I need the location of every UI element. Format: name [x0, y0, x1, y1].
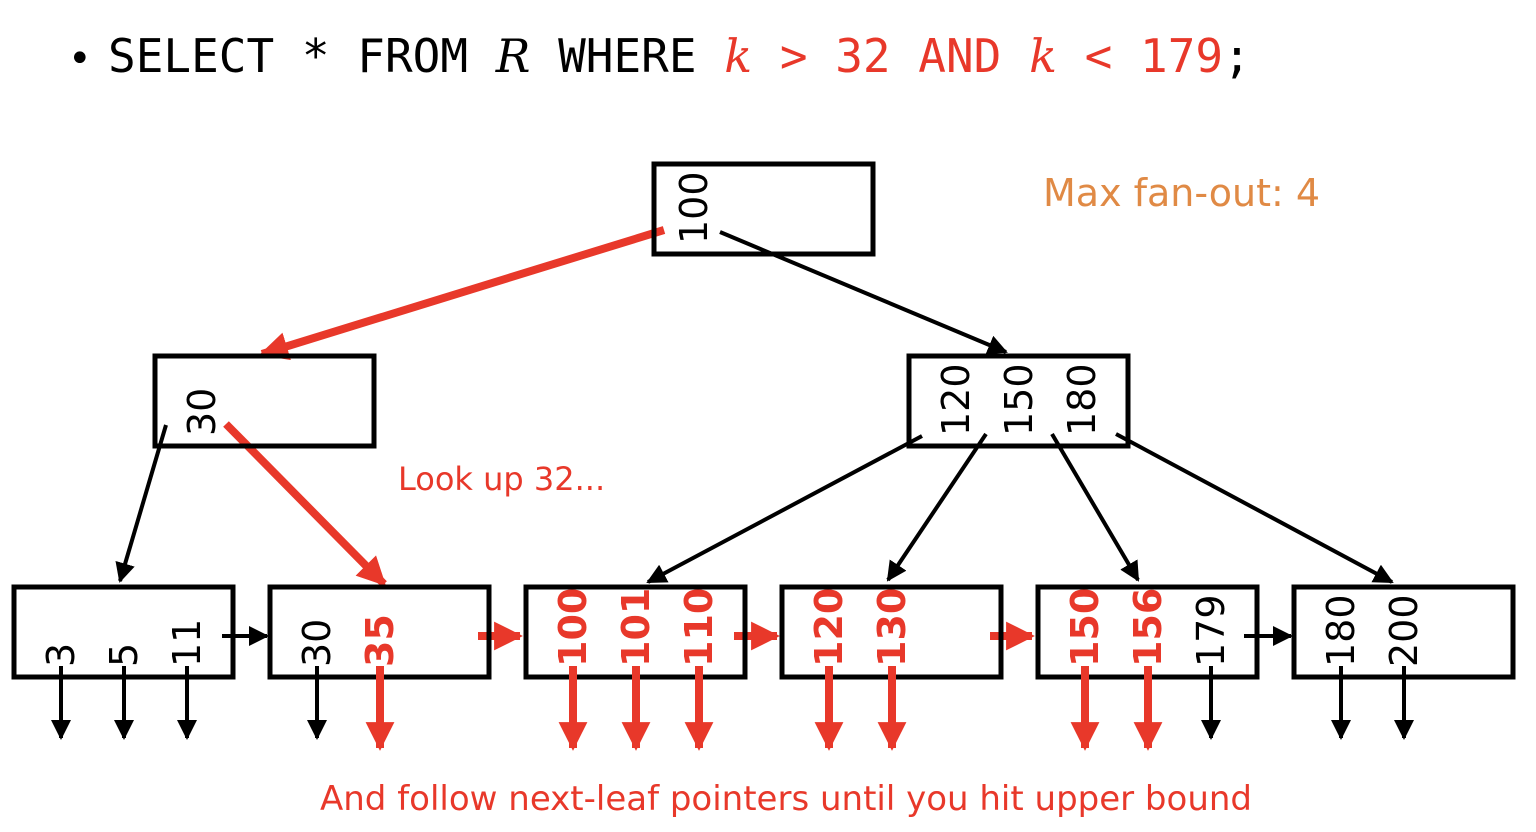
search-path	[223, 226, 1035, 651]
search-30-to-leaf-2	[223, 421, 387, 587]
leaf-key: 3	[39, 643, 83, 667]
query-token: SELECT * FROM	[108, 29, 496, 83]
internal-node-right	[906, 353, 1131, 449]
edge-root-to-right-internal	[719, 230, 1008, 355]
edge-30-to-leaf-1	[115, 424, 168, 583]
internal-node-left	[152, 353, 377, 449]
leaf-key: 100	[551, 588, 595, 667]
node-keys: 100 30 120 150 180 3 5 11 30 35 100 101 110 120 130 150…	[39, 171, 1426, 667]
leaf-key: 11	[165, 619, 209, 667]
tree-edges	[115, 230, 1394, 646]
query-token: ;	[1223, 29, 1251, 83]
tree-nodes	[11, 161, 1516, 680]
query-token: k	[1029, 29, 1057, 83]
internal-key: 30	[180, 388, 224, 436]
leaf-key: 156	[1126, 588, 1170, 667]
leaf-key: 179	[1189, 594, 1233, 667]
record-pointers	[51, 666, 1414, 751]
leaf-key: 101	[614, 588, 658, 667]
sql-query: SELECT * FROM R WHERE k > 32 AND k < 179…	[108, 29, 1251, 83]
query-token: k	[724, 29, 752, 83]
leaf-key: 110	[677, 588, 721, 667]
query-token: R	[495, 29, 531, 83]
lookup-label: Look up 32...	[398, 460, 605, 498]
root-key: 100	[672, 171, 716, 244]
internal-key: 150	[997, 363, 1041, 436]
leaf-key: 120	[807, 588, 851, 667]
leaf-key: 130	[870, 588, 914, 667]
leaf-key: 200	[1382, 594, 1426, 667]
edge-150-to-leaf-4	[886, 432, 988, 582]
leaf-key: 180	[1319, 594, 1363, 667]
root-node	[651, 161, 876, 257]
leaf-key: 5	[102, 643, 146, 667]
query-token: < 179	[1057, 29, 1223, 83]
query-bullet: •	[68, 36, 92, 82]
leaf-key: 35	[358, 614, 402, 667]
edge-180-to-leaf-5	[1050, 432, 1140, 582]
edge-120-to-leaf-3	[646, 434, 923, 584]
internal-key: 120	[934, 363, 978, 436]
query-token: WHERE	[530, 29, 724, 83]
query-token: > 32 AND	[752, 29, 1029, 83]
leaf-key: 150	[1063, 588, 1107, 667]
internal-key: 180	[1060, 363, 1104, 436]
fanout-label: Max fan-out: 4	[1043, 171, 1320, 215]
leaf-key: 30	[295, 619, 339, 667]
follow-label: And follow next-leaf pointers until you …	[320, 779, 1252, 819]
search-root-to-30	[259, 226, 666, 361]
edge-right-to-leaf-6	[1115, 432, 1394, 584]
